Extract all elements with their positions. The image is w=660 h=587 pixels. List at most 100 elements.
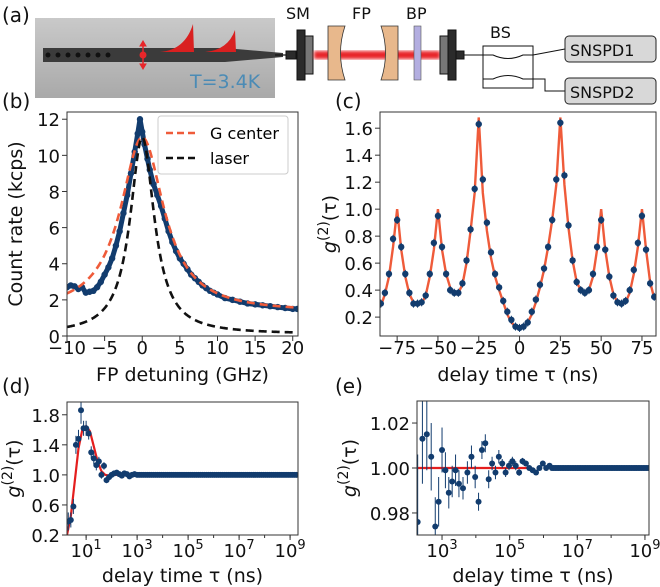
data-point: [495, 284, 503, 291]
data-point: [154, 191, 161, 199]
axes-frame: [66, 401, 299, 536]
fiber-coupler-paths: [483, 54, 533, 80]
data-point: [565, 222, 572, 229]
data-point: [139, 128, 146, 136]
tick-base: 10: [562, 541, 585, 562]
emitter-dipole-icon: [139, 40, 147, 70]
data-point: [540, 265, 548, 272]
data-point: [520, 323, 527, 330]
data-point: [445, 489, 452, 496]
detector-fibers: [532, 48, 566, 92]
plot-area: [380, 117, 656, 332]
axes-frame: [66, 111, 299, 337]
bp-label: BP: [406, 4, 427, 23]
y-tick-label: 0.8: [344, 227, 373, 248]
emission-pulse-1: [160, 24, 194, 52]
single-mode-coupler-icon: [285, 29, 314, 81]
y-label-symbol: g: [3, 486, 25, 498]
temperature-label: T=3.4K: [189, 71, 261, 93]
y-tick-label: 1.0: [344, 200, 373, 221]
data-point: [101, 271, 108, 278]
data-point: [485, 476, 492, 483]
fit-laser: [67, 135, 298, 334]
y-tick-label: 1.8: [31, 406, 60, 427]
data-point: [398, 243, 405, 251]
data-point: [449, 478, 456, 485]
x-tick-label: 25: [549, 338, 572, 359]
data-point: [502, 469, 509, 476]
data-point: [508, 316, 515, 324]
x-tick-label: 0: [514, 338, 525, 359]
data-point: [589, 270, 597, 278]
data-point: [293, 471, 298, 478]
data-point: [150, 181, 157, 188]
data-point: [426, 270, 433, 278]
data-point: [78, 407, 85, 414]
plot-area: [67, 116, 298, 334]
y-axis-label: g(2)(τ): [0, 439, 25, 497]
plot-area: [417, 401, 649, 535]
data-point: [569, 257, 576, 264]
data-point: [93, 284, 101, 291]
tick-base: 10: [224, 541, 247, 562]
data-point: [602, 246, 609, 253]
data-point: [127, 170, 135, 177]
y-tick-label: 1.2: [344, 173, 373, 194]
data-point: [438, 243, 446, 251]
tick-base: 10: [71, 541, 94, 562]
y-tick-label: 8: [49, 182, 60, 203]
data-point: [423, 431, 430, 438]
tick-exponent: 9: [652, 538, 660, 553]
data-point: [467, 226, 474, 233]
y-label-symbol: g: [319, 241, 341, 253]
data-point: [478, 447, 485, 454]
data-point: [88, 449, 95, 456]
data-point: [123, 191, 131, 199]
data-point: [455, 480, 462, 487]
tick-exponent: 7: [246, 538, 254, 553]
data-point: [72, 441, 79, 448]
data-point: [294, 305, 298, 313]
bandpass-filter: [413, 25, 422, 81]
data-point: [97, 278, 105, 286]
x-axis-label: delay time τ (ns): [452, 565, 613, 587]
data-point: [468, 453, 475, 460]
y-axis-label: g(2)(τ): [316, 195, 341, 253]
x-tick-label: 101: [71, 538, 102, 562]
tick-exponent: 3: [144, 538, 152, 553]
panel-label-e: (e): [335, 374, 363, 398]
y-tick-label: 1.00: [370, 459, 410, 480]
x-axis-label: FP detuning (GHz): [96, 364, 269, 386]
x-tick-label: 103: [122, 538, 153, 562]
data-point: [544, 243, 552, 251]
data-point: [463, 257, 470, 264]
data-point: [266, 302, 274, 310]
snspd2-box: [564, 77, 657, 105]
x-tick-label: 103: [426, 538, 457, 562]
data-point: [504, 308, 511, 315]
legend-label: G center: [210, 124, 279, 143]
data-point: [406, 289, 413, 297]
x-tick-label: 5: [174, 338, 185, 359]
y-tick-label: 1.02: [370, 414, 410, 435]
data-point: [482, 440, 489, 447]
photonic-crystal-holes: [45, 52, 111, 58]
data-point: [90, 455, 97, 462]
fit-curve: [67, 424, 298, 535]
tick-base: 10: [122, 541, 145, 562]
data-point: [75, 435, 82, 442]
x-axis-label: delay time τ (ns): [437, 364, 598, 386]
data-point: [475, 498, 482, 505]
data-point: [459, 485, 466, 492]
data-point: [651, 293, 656, 301]
x-tick-label: −75: [378, 338, 416, 359]
y-label-symbol: g: [339, 485, 361, 497]
data-point: [422, 292, 429, 299]
y-tick-label: 0.6: [344, 254, 373, 275]
x-tick-label: 107: [224, 538, 255, 562]
y-tick-label: 0.2: [344, 308, 373, 329]
data-point: [105, 264, 112, 271]
data-point: [487, 249, 495, 256]
x-tick-label: −50: [419, 338, 457, 359]
data-point: [489, 460, 496, 467]
